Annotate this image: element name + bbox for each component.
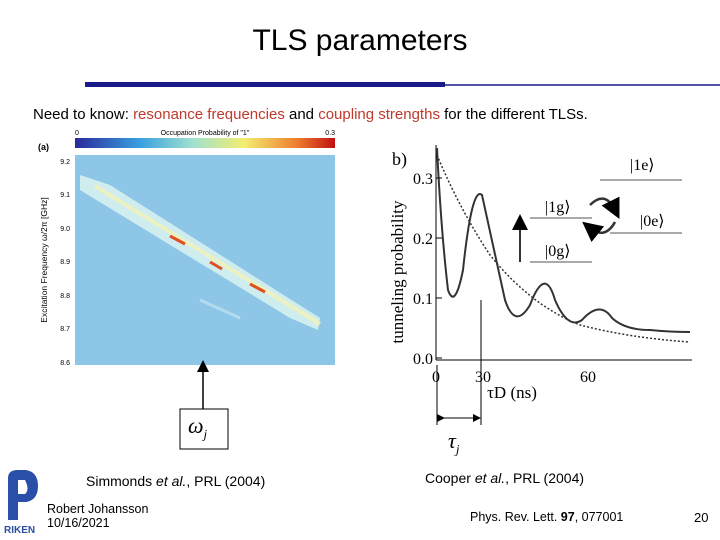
omega-symbol: ωj [188, 413, 207, 442]
slide-title: TLS parameters [252, 24, 468, 57]
intro-text: and [289, 106, 315, 123]
figure-a: (a) 0 Occupation Probability of "1" 0.3 … [38, 130, 335, 367]
citation: Cooper et al., PRL (2004) [425, 470, 584, 486]
symbol: τ [448, 428, 456, 453]
oscillation-curve [436, 147, 691, 333]
title-rule [85, 82, 445, 87]
spectrum-faint [199, 298, 241, 320]
swap-arrow [582, 221, 617, 243]
spectrum-ridge [93, 184, 322, 326]
volume: 97 [560, 510, 575, 524]
y-tick-label: 9.1 [60, 192, 70, 199]
page-number: 20 [694, 510, 709, 525]
citation: Simmonds et al., PRL (2004) [86, 473, 265, 489]
y-tick-label: 8.7 [60, 326, 70, 333]
citation-etal: et al. [156, 473, 187, 489]
state-label: |0g⟩ [545, 243, 570, 260]
intro-highlight: coupling strengths [318, 106, 440, 123]
y-tick-label: 0.1 [413, 291, 433, 308]
y-tick-label: 9.0 [60, 226, 70, 233]
symbol: ω [188, 413, 204, 438]
citation-author: Simmonds [86, 473, 153, 489]
citation-etal: et al. [474, 470, 506, 486]
footer-reference: Phys. Rev. Lett. 97, 077001 [470, 510, 623, 524]
y-tick-label: 8.9 [60, 259, 70, 266]
logo-mark [8, 470, 38, 520]
swap-arrow [589, 196, 620, 219]
citation-rest: , PRL (2004) [186, 473, 266, 489]
footer-author: Robert Johansson 10/16/2021 [47, 502, 148, 530]
state-label: |0e⟩ [640, 213, 665, 230]
article: , 077001 [574, 510, 624, 524]
intro-text: Need to know: [33, 106, 129, 123]
panel-label: b) [392, 149, 407, 170]
author: Robert Johansson [47, 502, 149, 516]
y-tick-label: 0.3 [413, 171, 433, 188]
intro: Need to know: resonance frequencies and … [33, 106, 588, 123]
y-axis-label: Excitation Frequency ω/2π [GHz] [39, 197, 49, 322]
date: 10/16/2021 [47, 516, 110, 530]
citation-rest: , PRL (2004) [505, 470, 585, 486]
tau-symbol: τj [448, 428, 460, 457]
colorbar [75, 138, 335, 148]
y-tick-label: 0.0 [413, 351, 433, 368]
subscript: j [203, 426, 208, 442]
logo-dot [18, 484, 26, 492]
y-axis-label: tunneling probability [388, 200, 407, 344]
intro-highlight: resonance frequencies [133, 106, 285, 123]
logo-text: RIKEN [4, 525, 35, 536]
figure-b: b) tunneling probability τD (ns) 0.3 0.2 0… [388, 145, 692, 402]
y-tick-label: 8.6 [60, 360, 70, 367]
y-tick-label: 9.2 [60, 159, 70, 166]
state-label: |1g⟩ [545, 199, 570, 216]
state-label: |1e⟩ [630, 157, 655, 174]
spectrum-hotspot [169, 234, 266, 294]
x-tick-label: 0 [432, 369, 440, 386]
y-tick-label: 8.8 [60, 293, 70, 300]
x-tick-label: 60 [580, 369, 596, 386]
x-axis-label: τD (ns) [487, 383, 537, 402]
omega-box [179, 408, 229, 450]
citation-author: Cooper [425, 470, 471, 486]
colorbar-title: Occupation Probability of "1" [161, 130, 250, 137]
journal: Phys. Rev. Lett. [470, 510, 558, 524]
decay-curve [436, 154, 691, 343]
y-tick-label: 0.2 [413, 231, 433, 248]
colorbar-min: 0 [75, 130, 79, 137]
x-tick-label: 30 [475, 369, 491, 386]
panel-label: (a) [38, 142, 49, 152]
colorbar-max: 0.3 [325, 130, 335, 137]
intro-text: for the different TLSs. [444, 106, 588, 123]
subscript: j [455, 441, 460, 457]
